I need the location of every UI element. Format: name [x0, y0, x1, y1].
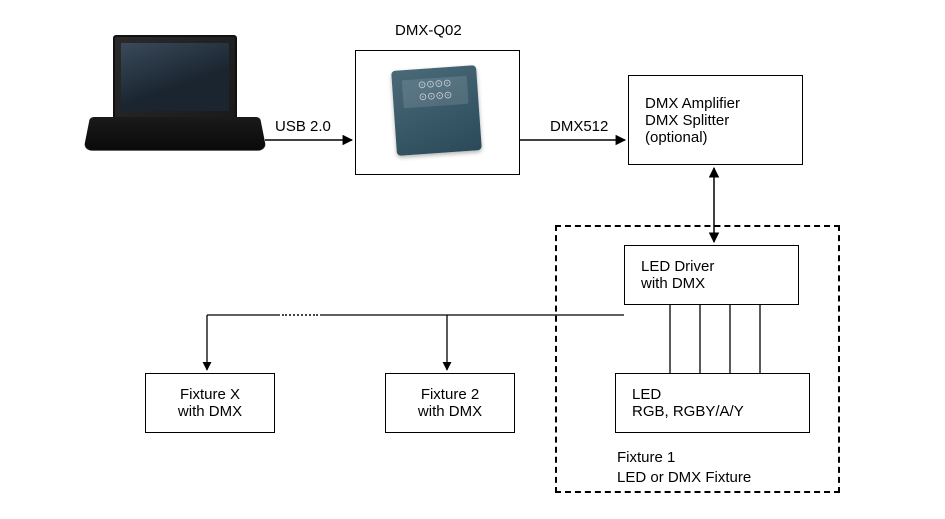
led-driver-box: LED Driver with DMX	[624, 245, 799, 305]
laptop-illustration	[85, 35, 265, 175]
fixture2-line1: Fixture 2	[421, 386, 479, 403]
dmx-device-illustration	[389, 63, 484, 158]
splitter-line2: DMX Splitter	[645, 112, 802, 129]
dmxq02-box	[355, 50, 520, 175]
dmx512-label: DMX512	[550, 118, 608, 135]
fixture2-line2: with DMX	[418, 403, 482, 420]
led-box: LED RGB, RGBY/A/Y	[615, 373, 810, 433]
led-driver-line2: with DMX	[641, 275, 798, 292]
usb-label: USB 2.0	[275, 118, 331, 135]
ellipsis-line	[282, 314, 318, 316]
splitter-line1: DMX Amplifier	[645, 95, 802, 112]
dmxq02-title: DMX-Q02	[395, 22, 462, 39]
fixture1-label: Fixture 1 LED or DMX Fixture	[617, 448, 751, 487]
fixtureX-line1: Fixture X	[180, 386, 240, 403]
splitter-line3: (optional)	[645, 129, 802, 146]
led-line2: RGB, RGBY/A/Y	[632, 403, 809, 420]
led-driver-line1: LED Driver	[641, 258, 798, 275]
splitter-box: DMX Amplifier DMX Splitter (optional)	[628, 75, 803, 165]
fixtureX-box: Fixture X with DMX	[145, 373, 275, 433]
led-line1: LED	[632, 386, 809, 403]
fixtureX-line2: with DMX	[178, 403, 242, 420]
fixture2-box: Fixture 2 with DMX	[385, 373, 515, 433]
